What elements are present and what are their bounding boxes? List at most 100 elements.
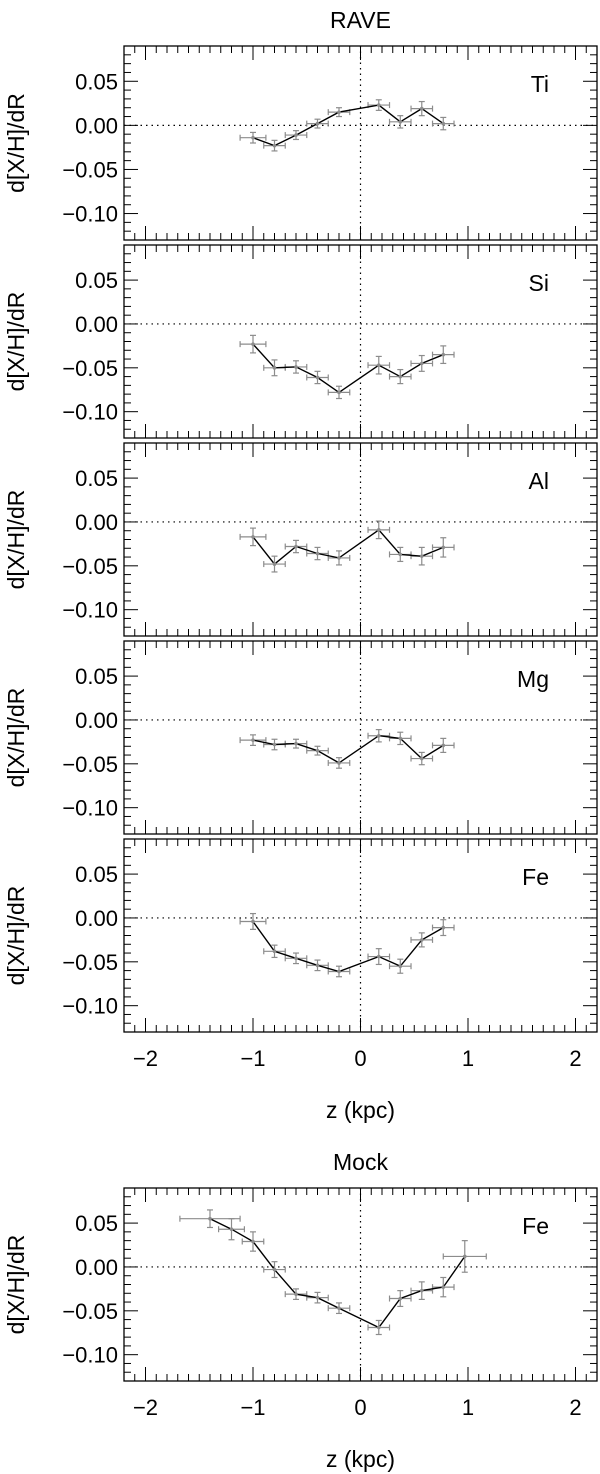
y-tick-label: 0.00: [75, 510, 118, 535]
series-line: [252, 528, 444, 566]
y-axis-label: d[X/H]/dR: [3, 93, 29, 193]
data-point: [419, 1288, 424, 1293]
y-tick-label: −0.05: [62, 950, 118, 975]
data-point: [376, 954, 381, 959]
panel-rave-ti: 0.05 0.00 −0.05 −0.10 d[X/H]/dR Ti RAVE: [3, 7, 598, 241]
x-tick-label: 0: [354, 1046, 366, 1071]
x-axis-label: z (kpc): [326, 1097, 395, 1123]
plot-frame: [123, 45, 598, 241]
error-bar: [388, 1290, 412, 1308]
x-tick-label: −1: [240, 1395, 265, 1420]
data-point: [251, 738, 255, 742]
panel-fe: 0.05 0.00 −0.05 −0.10 d[X/H]/dR Fe −2 −1 0 1 2 z (k…: [3, 838, 598, 1123]
data-point: [315, 963, 320, 968]
data-point: [337, 556, 341, 560]
data-point: [419, 756, 424, 761]
series-line: [252, 104, 444, 147]
x-tick-label: 2: [569, 1395, 581, 1420]
element-label: Fe: [522, 1213, 549, 1239]
panel-title: Mock: [333, 1149, 388, 1175]
y-tick-label: −0.05: [62, 1299, 118, 1324]
data-point: [419, 361, 424, 366]
y-axis-label: d[X/H]/dR: [3, 1235, 29, 1335]
panel-al: 0.05 0.00 −0.05 −0.10 d[X/H]/dR Al: [3, 442, 598, 637]
x-tick-label: −2: [133, 1046, 158, 1071]
y-tick-label: −0.05: [62, 157, 118, 182]
data-point: [376, 733, 381, 738]
data-point: [251, 919, 255, 924]
y-tick-label: 0.05: [75, 1211, 118, 1236]
panel-si: 0.05 0.00 −0.05 −0.10 d[X/H]/dR Si: [3, 244, 598, 439]
y-tick-label: −0.05: [62, 356, 118, 381]
data-point: [398, 736, 403, 741]
element-label: Mg: [517, 666, 549, 692]
panel-mock-fe: 0.05 0.00 −0.05 −0.10 d[X/H]/dR Fe Mock −2 −1 0 1 2…: [3, 1149, 598, 1472]
y-axis-label: d[X/H]/dR: [3, 292, 29, 392]
y-tick-label: −0.05: [62, 752, 118, 777]
data-point: [419, 554, 424, 558]
y-tick-label: −0.10: [62, 796, 118, 821]
data-point: [251, 135, 255, 140]
data-point: [251, 1239, 255, 1244]
data-point: [376, 103, 381, 107]
data-point: [272, 143, 277, 148]
element-label: Ti: [531, 71, 549, 97]
panel-title: RAVE: [330, 7, 391, 33]
data-point: [462, 1254, 467, 1259]
data-point: [337, 110, 341, 114]
data-point: [376, 1325, 381, 1330]
x-tick-label: 1: [462, 1046, 474, 1071]
error-bar: [367, 355, 391, 375]
data-point: [337, 969, 341, 974]
data-point: [272, 949, 277, 954]
y-axis-label: d[X/H]/dR: [3, 886, 29, 986]
data-point: [229, 1227, 234, 1232]
y-tick-label: 0.05: [75, 664, 118, 689]
data-point: [272, 562, 277, 566]
data-point: [272, 1267, 277, 1272]
y-axis-label: d[X/H]/dR: [3, 490, 29, 590]
data-point: [315, 1295, 320, 1300]
data-point: [251, 535, 255, 539]
data-point: [398, 1296, 403, 1301]
data-point: [441, 743, 446, 748]
data-point: [398, 120, 403, 124]
data-point: [337, 761, 341, 765]
series-line: [252, 921, 444, 973]
y-tick-label: −0.10: [62, 400, 118, 425]
y-tick-label: −0.10: [62, 994, 118, 1019]
data-point: [208, 1216, 212, 1221]
data-point: [376, 528, 381, 532]
series-line: [209, 1218, 466, 1329]
panel-mg: 0.05 0.00 −0.05 −0.10 d[X/H]/dR Mg: [3, 640, 598, 835]
data-point: [272, 742, 277, 747]
x-tick-label: 1: [462, 1395, 474, 1420]
data-point: [441, 1285, 446, 1289]
data-point: [441, 121, 446, 126]
y-tick-label: 0.00: [75, 906, 118, 931]
y-tick-label: −0.10: [62, 1343, 118, 1368]
data-point: [398, 552, 403, 557]
data-point: [294, 544, 298, 549]
element-label: Al: [529, 468, 549, 494]
data-point: [251, 342, 255, 346]
x-tick-label: 0: [354, 1395, 366, 1420]
y-tick-label: 0.05: [75, 268, 118, 293]
data-point: [376, 363, 381, 367]
data-point: [398, 374, 403, 379]
y-tick-label: 0.00: [75, 113, 118, 138]
y-tick-label: −0.10: [62, 202, 118, 227]
y-tick-label: 0.05: [75, 69, 118, 94]
y-tick-label: −0.10: [62, 598, 118, 623]
x-tick-label: −1: [240, 1046, 265, 1071]
y-tick-label: 0.00: [75, 708, 118, 733]
x-tick-label: −2: [133, 1395, 158, 1420]
data-point: [441, 545, 446, 550]
y-tick-label: 0.05: [75, 862, 118, 887]
element-label: Si: [529, 270, 549, 296]
y-tick-label: 0.00: [75, 312, 118, 337]
data-point: [294, 133, 298, 137]
data-point: [294, 741, 298, 746]
data-point: [337, 390, 341, 395]
